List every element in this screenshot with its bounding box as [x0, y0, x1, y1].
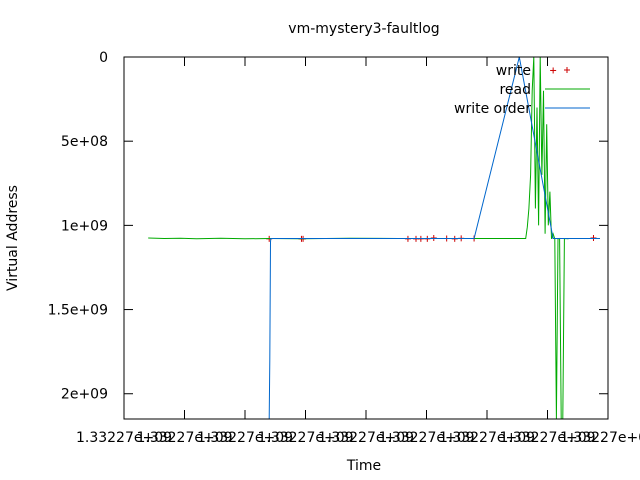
- y-tick-label: 1.5e+09: [48, 303, 108, 319]
- legend: write read write order: [454, 63, 590, 117]
- x-tick-label: 1.33227e+09: [378, 430, 474, 446]
- x-tick-label: 1.33227e+09: [560, 430, 640, 446]
- x-tick-label: 1.33227e+09: [76, 430, 172, 446]
- y-tick-label: 5e+08: [61, 134, 108, 150]
- legend-label-read: read: [499, 82, 531, 98]
- x-axis-ticks: 1.33227e+091.33227e+091.33227e+091.33227…: [76, 57, 640, 446]
- legend-label-write-order: write order: [454, 101, 531, 117]
- legend-label-write: write: [496, 63, 531, 79]
- y-axis-ticks: 0 5e+08 1e+09 1.5e+09 2e+09: [48, 50, 608, 403]
- x-tick-label: 1.33227e+09: [197, 430, 293, 446]
- y-tick-label: 1e+09: [61, 218, 108, 234]
- series-layer: [148, 57, 600, 419]
- chart-title: vm-mystery3-faultlog: [288, 21, 439, 37]
- series-write-order-line: [268, 57, 600, 419]
- x-axis-label: Time: [346, 458, 381, 474]
- y-tick-label: 0: [99, 50, 108, 66]
- x-tick-label: 1.33227e+09: [499, 430, 595, 446]
- x-tick-label: 1.33227e+09: [318, 430, 414, 446]
- x-tick-label: 1.33227e+09: [257, 430, 353, 446]
- y-axis-label: Virtual Address: [5, 185, 21, 291]
- plot-frame: [123, 56, 609, 420]
- x-tick-label: 1.33227e+09: [136, 430, 232, 446]
- x-tick-label: 1.33227e+09: [439, 430, 535, 446]
- legend-swatch-write: [564, 67, 570, 73]
- series-write-point: [550, 67, 557, 74]
- y-tick-label: 2e+09: [61, 387, 108, 403]
